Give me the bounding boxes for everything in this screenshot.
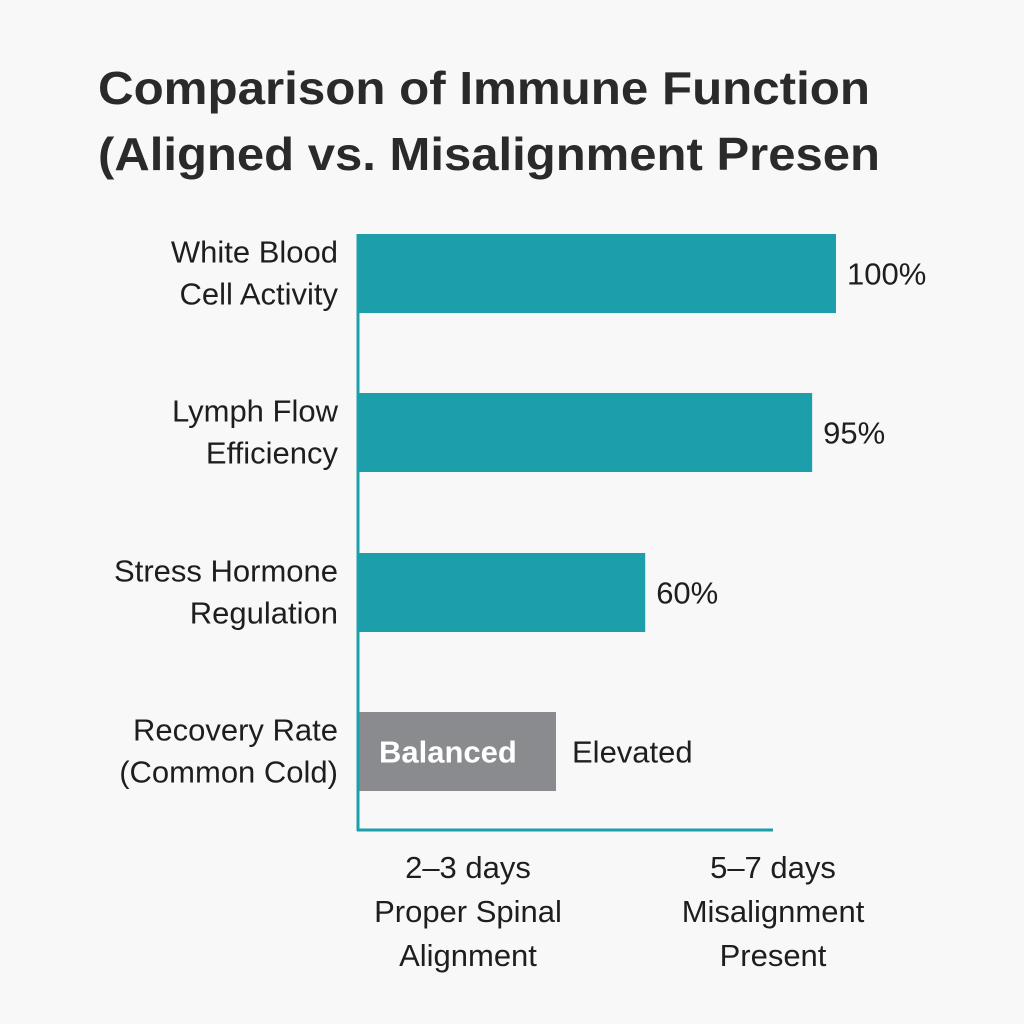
value-label: 60% <box>656 576 718 611</box>
value-label: Elevated <box>572 735 693 770</box>
category-label: Stress Hormone <box>114 554 338 589</box>
bar <box>359 553 646 632</box>
value-label: 100% <box>847 257 926 292</box>
bar <box>359 393 813 472</box>
category-label: Recovery Rate <box>133 713 338 748</box>
x-tick-label: Proper Spinal <box>374 894 562 929</box>
x-tick-label: 5–7 days <box>710 850 836 885</box>
x-tick-label: Present <box>720 938 827 973</box>
category-label: Lymph Flow <box>172 394 339 429</box>
recovery-bar <box>359 712 556 791</box>
recovery-bar-label: Balanced <box>379 735 517 770</box>
x-tick-label: 2–3 days <box>405 850 531 885</box>
chart-title-line-2: (Aligned vs. Misalignment Presen <box>98 128 880 180</box>
x-tick-label: Misalignment <box>682 894 865 929</box>
category-label: White Blood <box>171 235 338 270</box>
category-label: Cell Activity <box>180 277 339 312</box>
category-label: (Common Cold) <box>119 755 338 790</box>
value-label: 95% <box>823 416 885 451</box>
x-tick-label: Alignment <box>399 938 537 973</box>
chart-title-line-1: Comparison of Immune Function <box>98 62 870 114</box>
category-label: Regulation <box>190 596 338 631</box>
bar <box>359 234 836 313</box>
category-label: Efficiency <box>206 436 339 471</box>
